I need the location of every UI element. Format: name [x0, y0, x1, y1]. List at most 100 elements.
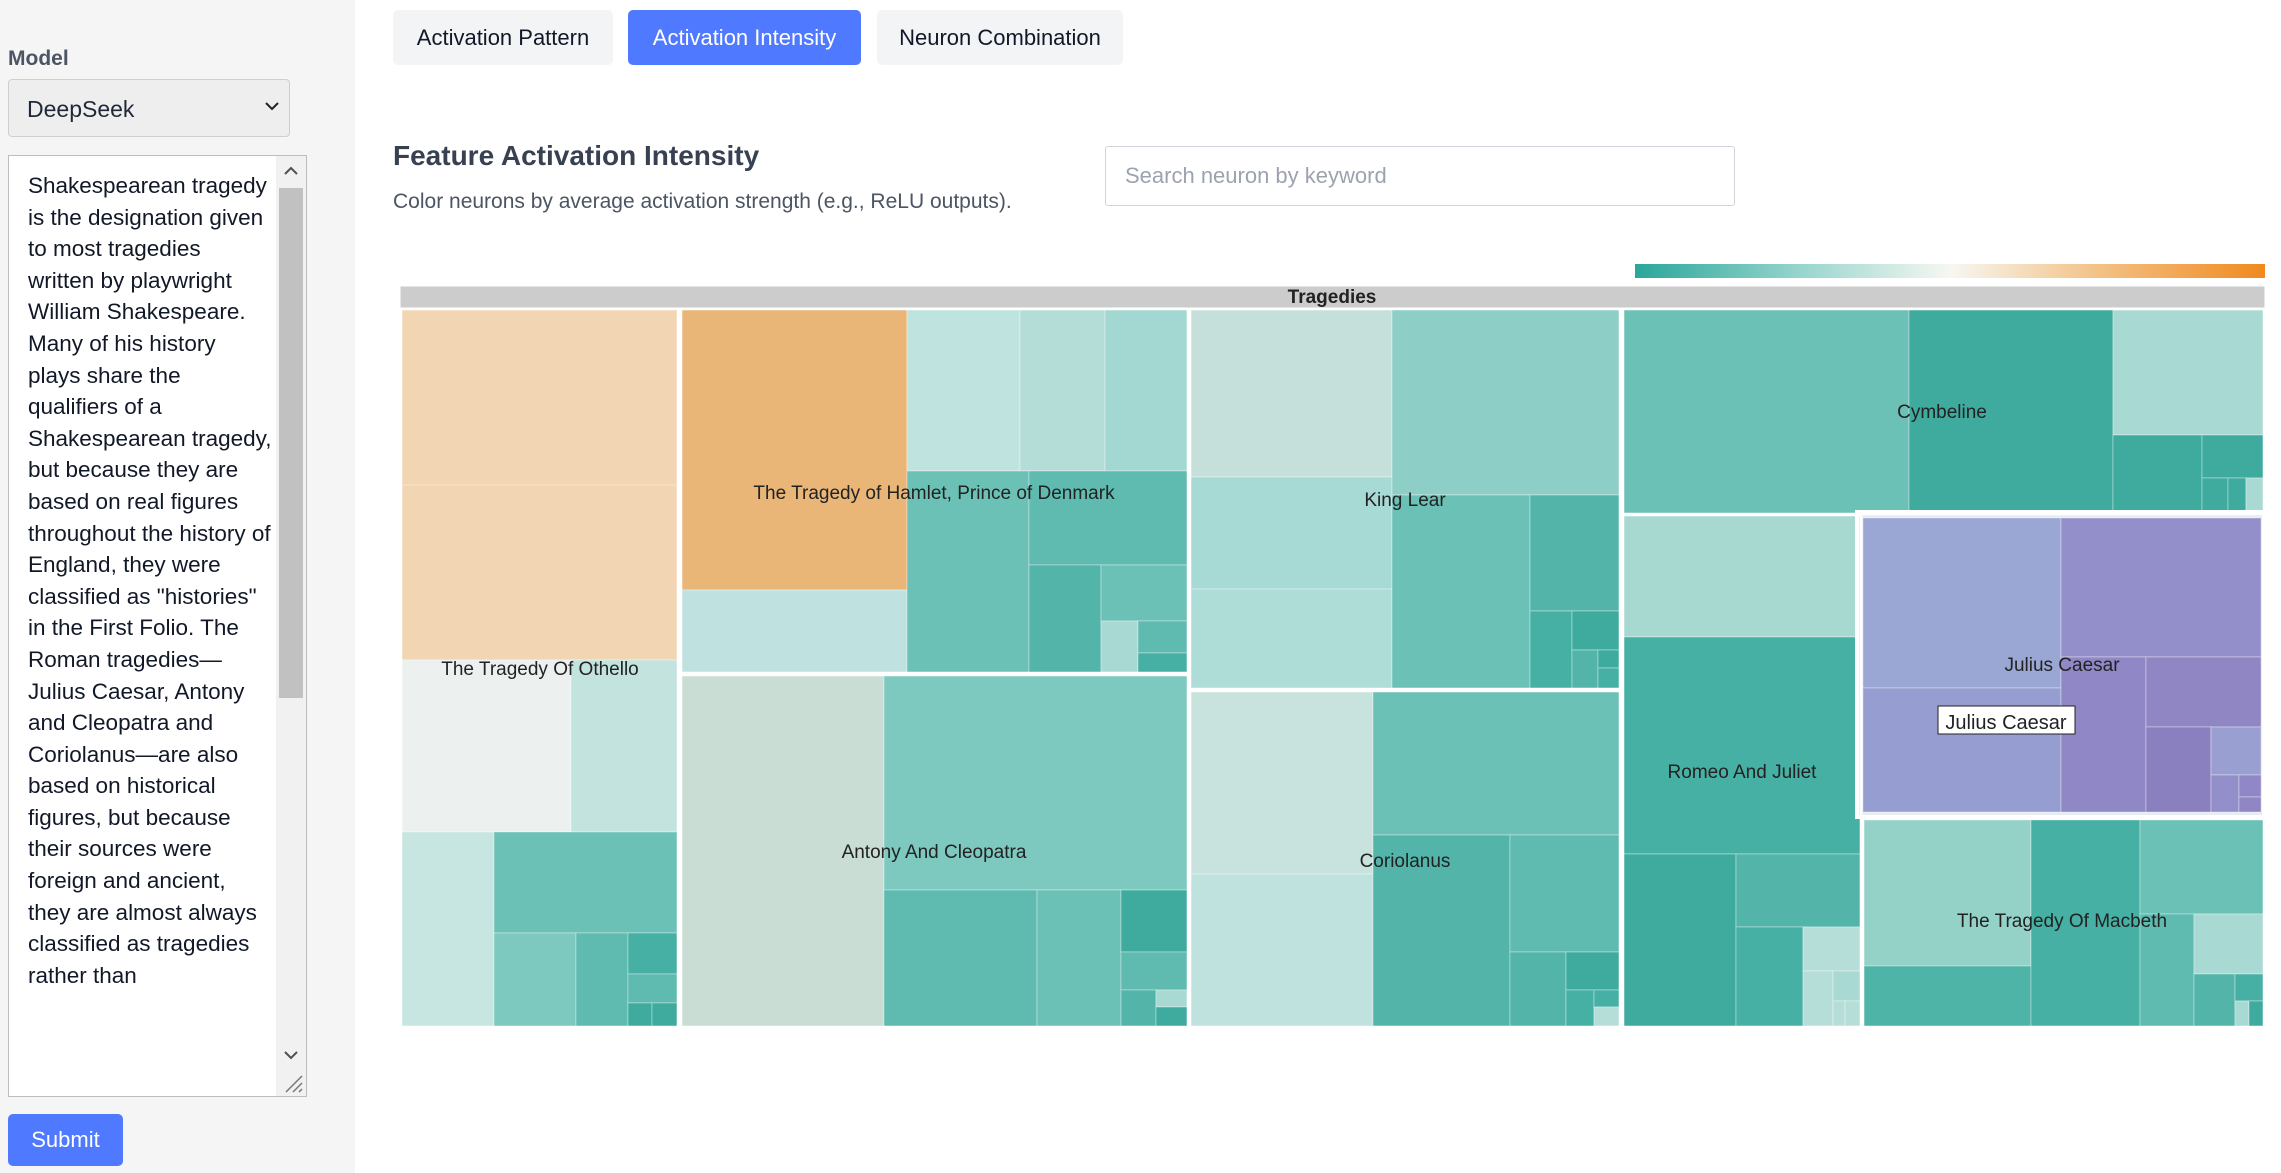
treemap-cell[interactable] [1028, 564, 1102, 674]
treemap-cell[interactable] [1509, 834, 1621, 953]
treemap-cell[interactable] [2238, 796, 2262, 813]
treemap-root-header[interactable] [400, 286, 2265, 308]
neuron-search-input[interactable] [1105, 146, 1735, 206]
treemap-cell[interactable] [1735, 853, 1862, 928]
treemap-cell[interactable] [2210, 774, 2240, 813]
treemap-cell[interactable] [1802, 926, 1862, 972]
treemap-cell[interactable] [1137, 620, 1189, 654]
treemap-cell[interactable] [2112, 308, 2265, 436]
treemap-cell[interactable] [1372, 690, 1621, 836]
treemap-cell[interactable] [575, 932, 629, 1028]
treemap-cell[interactable] [1120, 951, 1189, 991]
treemap-cell[interactable] [2234, 1000, 2250, 1028]
treemap-cell[interactable] [1832, 970, 1862, 1002]
scroll-thumb[interactable] [279, 188, 303, 698]
textarea-scrollbar[interactable] [276, 156, 306, 1096]
treemap-cell[interactable] [2248, 1000, 2265, 1028]
treemap-cell[interactable] [1622, 514, 1862, 638]
treemap-cell[interactable] [883, 889, 1038, 1028]
treemap-cell[interactable] [1189, 690, 1374, 875]
prompt-textarea[interactable]: Shakespearean tragedy is the designation… [8, 155, 307, 1097]
treemap-cell[interactable] [400, 484, 679, 661]
treemap-cell[interactable] [1622, 308, 1910, 515]
treemap-cell[interactable] [1622, 636, 1862, 855]
treemap-cell[interactable] [1120, 889, 1189, 953]
treemap-cell[interactable] [1155, 1006, 1189, 1028]
treemap-cell[interactable] [1571, 610, 1621, 651]
treemap-cell[interactable] [2227, 477, 2247, 515]
treemap-cell[interactable] [2210, 726, 2262, 776]
treemap-cell[interactable] [570, 659, 679, 833]
treemap-cell[interactable] [906, 470, 1030, 674]
treemap-cell[interactable] [906, 308, 1021, 472]
treemap-cell[interactable] [1565, 989, 1595, 1028]
treemap-cell[interactable] [2201, 434, 2265, 479]
treemap-cell[interactable] [627, 973, 679, 1004]
scroll-down-icon[interactable] [276, 1040, 306, 1068]
treemap-cell[interactable] [1189, 308, 1393, 478]
treemap-cell[interactable] [1832, 1000, 1846, 1028]
treemap-cell[interactable] [2245, 477, 2265, 515]
treemap-cell[interactable] [2112, 434, 2203, 515]
treemap-group-border [1621, 513, 1863, 1029]
treemap-cell[interactable] [1529, 610, 1573, 690]
treemap-cell[interactable] [1104, 308, 1189, 472]
treemap-cell[interactable] [1802, 970, 1834, 1028]
submit-button[interactable]: Submit [8, 1114, 123, 1166]
treemap-cell[interactable] [1120, 989, 1157, 1028]
treemap-cell[interactable] [651, 1002, 679, 1028]
treemap-cell[interactable] [1597, 649, 1621, 669]
tab-activation-intensity[interactable]: Activation Intensity [628, 10, 861, 65]
treemap-root-label: Tragedies [1288, 287, 1377, 308]
treemap-cell[interactable] [2234, 973, 2265, 1002]
treemap-cell[interactable] [1189, 873, 1374, 1028]
treemap-cell[interactable] [2193, 973, 2236, 1028]
scroll-up-icon[interactable] [276, 156, 306, 184]
treemap-cell[interactable] [400, 831, 495, 1028]
treemap-cell[interactable] [1036, 889, 1122, 1028]
treemap-cell[interactable] [1155, 989, 1189, 1008]
treemap-cell[interactable] [400, 659, 572, 833]
treemap-cell[interactable] [1391, 308, 1621, 496]
treemap-cell[interactable] [1529, 494, 1621, 612]
treemap-cell[interactable] [1565, 951, 1621, 991]
treemap-cell[interactable] [1019, 308, 1106, 472]
treemap-cell[interactable] [2060, 517, 2262, 658]
treemap-cell[interactable] [493, 932, 577, 1028]
treemap-cell[interactable] [1593, 989, 1621, 1008]
treemap-cell[interactable] [627, 1002, 653, 1028]
treemap-cell[interactable] [1189, 476, 1393, 590]
treemap-cell[interactable] [2238, 774, 2262, 798]
treemap-cell[interactable] [2145, 656, 2262, 728]
treemap-cell[interactable] [2193, 913, 2265, 975]
treemap-cell[interactable] [627, 932, 679, 975]
treemap-cell[interactable] [1372, 834, 1511, 1028]
treemap-cell[interactable] [1509, 951, 1567, 1028]
treemap-cell[interactable] [2139, 913, 2195, 1028]
treemap-cell[interactable] [680, 308, 908, 591]
model-select[interactable]: DeepSeek [8, 79, 290, 137]
treemap-cell[interactable] [2201, 477, 2229, 515]
tab-neuron-combination[interactable]: Neuron Combination [877, 10, 1123, 65]
treemap-cell[interactable] [1862, 819, 2032, 967]
treemap-cell[interactable] [1593, 1006, 1621, 1028]
treemap-cell[interactable] [1100, 620, 1139, 674]
treemap-cell[interactable] [1571, 649, 1599, 690]
treemap-cell[interactable] [1028, 470, 1189, 566]
treemap-cell[interactable] [2145, 726, 2212, 813]
treemap-cell[interactable] [1100, 564, 1189, 622]
treemap-cell[interactable] [1844, 1000, 1862, 1028]
tab-activation-pattern[interactable]: Activation Pattern [393, 10, 613, 65]
treemap-cell[interactable] [1391, 494, 1531, 690]
treemap-cell[interactable] [1735, 926, 1804, 1028]
resize-grip-icon[interactable] [280, 1070, 304, 1094]
treemap-cell[interactable] [1137, 652, 1189, 674]
treemap-cell[interactable] [1622, 853, 1737, 1028]
treemap-cell[interactable] [680, 589, 908, 674]
treemap-cell[interactable] [1597, 667, 1621, 690]
treemap-cell[interactable] [680, 674, 885, 1028]
treemap-cell[interactable] [493, 831, 679, 934]
treemap-cell[interactable] [2139, 819, 2265, 915]
treemap-cell[interactable] [1189, 588, 1393, 690]
treemap-cell[interactable] [1862, 965, 2032, 1028]
